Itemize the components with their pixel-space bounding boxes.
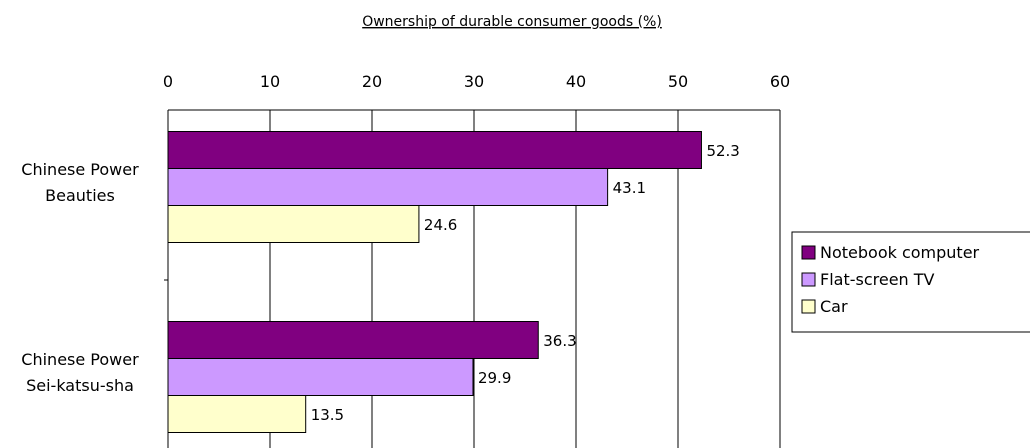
category-label: Chinese Power	[21, 160, 139, 179]
x-tick-label: 40	[566, 72, 586, 91]
bar	[167, 131, 702, 169]
data-label: 52.3	[706, 142, 739, 160]
data-label: 29.9	[478, 369, 511, 387]
bar	[167, 358, 474, 396]
category-label: Chinese Power	[21, 350, 139, 369]
x-tick-label: 0	[163, 72, 173, 91]
data-label: 36.3	[543, 332, 576, 350]
legend-swatch	[801, 272, 816, 287]
legend-swatch	[801, 245, 816, 260]
category-label: Beauties	[45, 186, 115, 205]
bar	[167, 205, 420, 243]
bar	[167, 168, 609, 206]
legend-label: Notebook computer	[820, 243, 980, 262]
bar	[167, 395, 307, 433]
x-tick-label: 30	[464, 72, 484, 91]
category-labels: Chinese Power Beauties Chinese Power Sei-ka…	[21, 160, 139, 395]
x-tick-label: 10	[260, 72, 280, 91]
bars: 52.3 43.1 24.6 36.3 29.9 13.5	[167, 131, 740, 433]
x-tick-label: 50	[668, 72, 688, 91]
legend-label: Car	[820, 297, 848, 316]
legend-box	[791, 231, 1030, 333]
legend-label: Flat-screen TV	[820, 270, 935, 289]
x-tick-label: 20	[362, 72, 382, 91]
data-label: 13.5	[311, 406, 344, 424]
data-label: 43.1	[613, 179, 646, 197]
bar	[167, 321, 539, 359]
x-tick-label: 60	[770, 72, 790, 91]
category-label: Sei-katsu-sha	[26, 376, 134, 395]
chart-title: Ownership of durable consumer goods (%)	[362, 14, 662, 30]
legend: Notebook computer Flat-screen TV Car	[791, 231, 1030, 333]
data-label: 24.6	[424, 216, 457, 234]
x-axis-ticks: 0 10 20 30 40 50 60	[163, 72, 790, 91]
legend-swatch	[801, 299, 816, 314]
